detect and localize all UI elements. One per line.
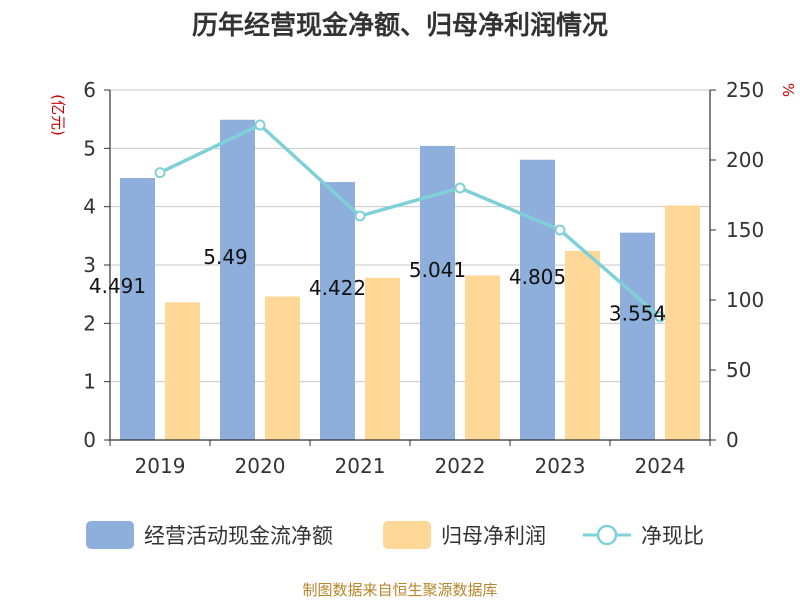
bar-0-2020 xyxy=(220,119,255,440)
left-axis-unit: (亿元) xyxy=(49,94,67,136)
bars-group xyxy=(120,119,700,441)
left-tick-label: 3 xyxy=(83,253,96,277)
legend: 经营活动现金流净额 归母净利润 净现比 xyxy=(86,521,704,549)
left-tick-label: 1 xyxy=(83,370,96,394)
data-label-2022: 5.041 xyxy=(409,258,466,282)
right-tick-label: 50 xyxy=(726,358,751,382)
bar-1-2021 xyxy=(365,277,400,440)
bar-0-2019 xyxy=(120,178,155,440)
left-tick-label: 6 xyxy=(83,78,96,102)
data-label-2019: 4.491 xyxy=(89,274,146,298)
right-tick-label: 150 xyxy=(726,218,764,242)
legend-swatch-cashflow xyxy=(86,521,134,549)
right-tick-label: 200 xyxy=(726,148,764,172)
right-axis-unit: % xyxy=(779,83,797,97)
line-point-2019 xyxy=(154,167,166,179)
bar-1-2024 xyxy=(665,205,700,440)
bar-1-2019 xyxy=(165,302,200,440)
line-point-2020 xyxy=(254,119,266,131)
net-cash-ratio-line xyxy=(159,123,662,319)
line-point-2022 xyxy=(454,182,466,194)
x-tick-label: 2023 xyxy=(535,454,586,478)
line-point-2024 xyxy=(654,311,666,323)
left-tick-label: 4 xyxy=(83,195,96,219)
x-tick-label: 2019 xyxy=(135,454,186,478)
x-tick-label: 2022 xyxy=(435,454,486,478)
axes: 0 1 2 3 4 5 6 0 50 100 150 200 250 2019 2020 2021 2022 20… xyxy=(83,78,764,478)
bar-1-2020 xyxy=(265,296,300,440)
line-point-2023 xyxy=(554,224,566,236)
x-tick-label: 2021 xyxy=(335,454,386,478)
bar-0-2023 xyxy=(520,159,555,441)
data-label-2020: 5.49 xyxy=(203,245,248,269)
bar-0-2024 xyxy=(620,232,655,440)
data-label-2024: 3.554 xyxy=(609,301,666,325)
line-point-2021 xyxy=(354,210,366,222)
legend-label-ratio: 净现比 xyxy=(641,524,704,548)
bar-1-2022 xyxy=(465,275,500,440)
x-tick-label: 2020 xyxy=(235,454,286,478)
right-tick-label: 250 xyxy=(726,78,764,102)
left-tick-label: 0 xyxy=(83,428,96,452)
left-tick-label: 2 xyxy=(83,311,96,335)
bar-0-2021 xyxy=(320,182,355,441)
right-tick-label: 100 xyxy=(726,288,764,312)
data-labels-group: 4.491 5.49 4.422 5.041 4.805 3.554 xyxy=(89,245,666,325)
legend-swatch-profit xyxy=(383,521,431,549)
x-tick-label: 2024 xyxy=(635,454,686,478)
data-label-2021: 4.422 xyxy=(309,276,366,300)
line-series-group xyxy=(154,119,666,323)
legend-marker-ratio xyxy=(596,524,618,546)
chart-title: 历年经营现金净额、归母净利润情况 xyxy=(192,10,608,41)
data-label-2023: 4.805 xyxy=(509,265,566,289)
left-tick-label: 5 xyxy=(83,136,96,160)
legend-label-profit: 归母净利润 xyxy=(441,524,546,548)
legend-label-cashflow: 经营活动现金流净额 xyxy=(144,524,333,548)
right-tick-label: 0 xyxy=(726,428,739,452)
source-note: 制图数据来自恒生聚源数据库 xyxy=(302,581,497,599)
bar-1-2023 xyxy=(565,251,600,440)
